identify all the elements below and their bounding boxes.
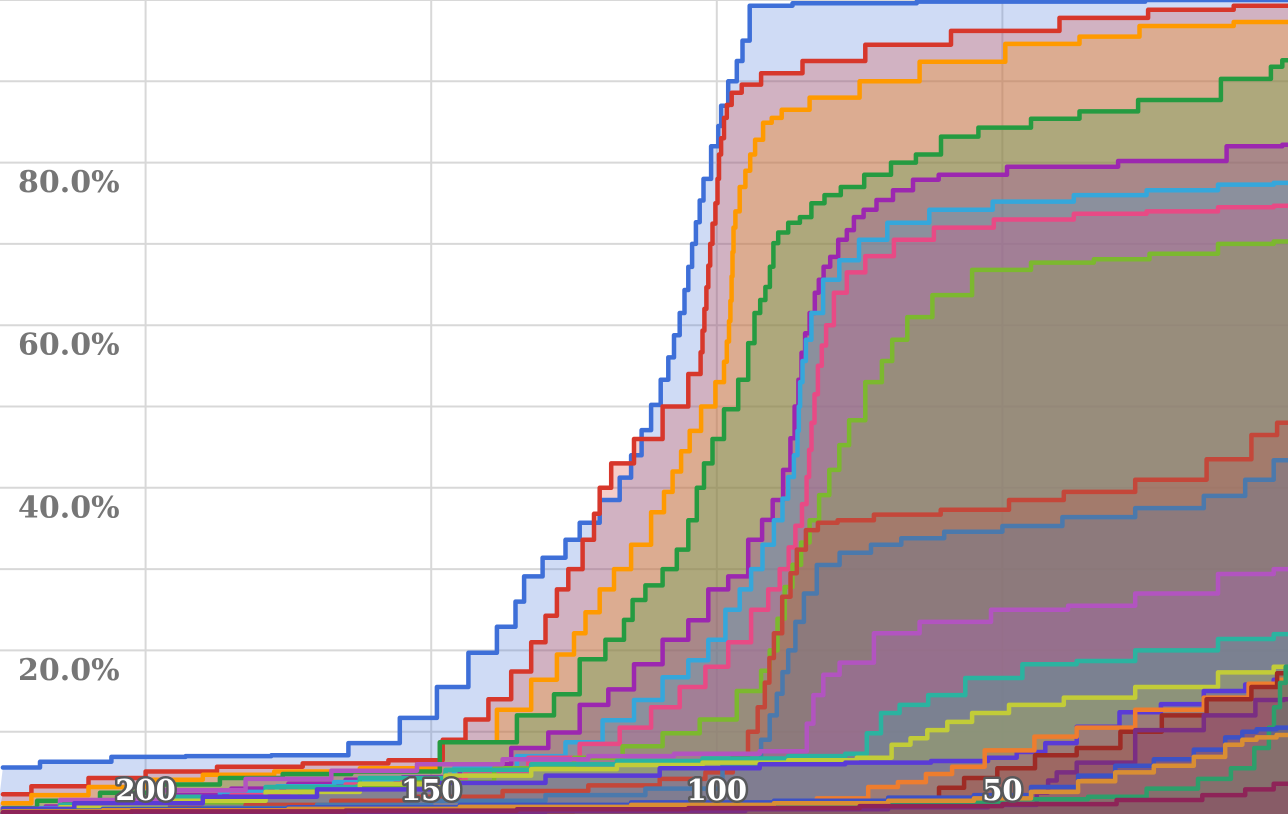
y-axis-tick-label: 60.0% xyxy=(18,328,120,363)
series-magenta-area xyxy=(0,144,1288,814)
series-blue-violet-line xyxy=(0,677,1288,812)
series-orange-3-line xyxy=(0,732,1288,814)
series-red-2-line xyxy=(0,420,1288,814)
y-axis-tick-label: 20.0% xyxy=(18,653,120,688)
series-steel-blue-area xyxy=(0,460,1288,814)
series-red-2-area xyxy=(0,422,1288,814)
x-axis-tick-label: 200 xyxy=(115,773,176,807)
series-lime-area xyxy=(0,241,1288,814)
y-axis-tick-label: 80.0% xyxy=(18,165,120,200)
series-steel-blue-line xyxy=(0,457,1288,814)
series-orchid-line xyxy=(0,566,1288,812)
series-pink-area xyxy=(0,205,1288,814)
series-dark-magenta-line xyxy=(0,781,1288,814)
series-royal-blue-2-area xyxy=(0,727,1288,814)
series-orange-3-area xyxy=(0,735,1288,814)
x-axis-tick-label: 50 xyxy=(982,773,1022,807)
series-teal-line xyxy=(0,631,1288,813)
x-axis-tick-label: 150 xyxy=(401,773,462,807)
series-green-line xyxy=(0,57,1288,811)
series-red-line xyxy=(0,3,1288,797)
series-orange-area xyxy=(0,22,1288,814)
series-dark-purple-area xyxy=(1,699,1288,814)
series-yellow-line xyxy=(0,664,1288,814)
series-green-area xyxy=(0,60,1288,814)
series-cyan-area xyxy=(0,182,1288,814)
series-orchid-area xyxy=(0,569,1288,814)
series-blue-line xyxy=(0,0,1288,770)
x-axis-tick-label: 100 xyxy=(687,773,748,807)
y-axis-tick-label: 40.0% xyxy=(18,490,120,525)
